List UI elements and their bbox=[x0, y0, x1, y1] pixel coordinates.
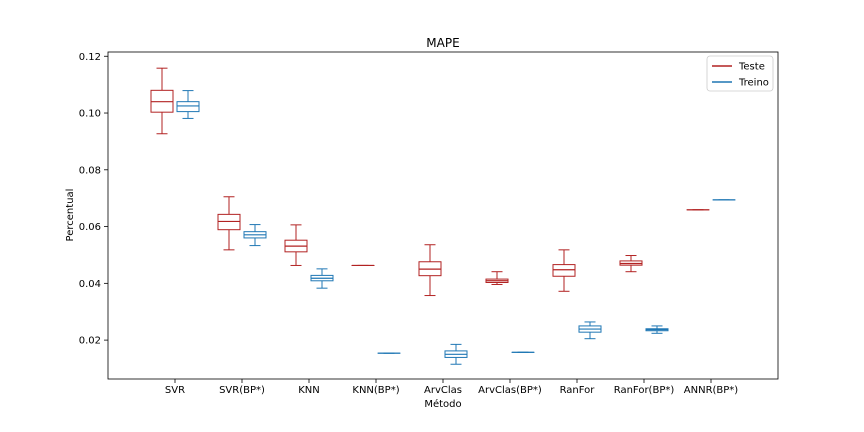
plot-frame bbox=[107, 51, 779, 380]
box-treino-6 bbox=[578, 321, 602, 340]
box-treino-2 bbox=[310, 268, 334, 289]
y-tick-label: 0.10 bbox=[79, 109, 101, 120]
legend-label: Teste bbox=[738, 62, 765, 73]
box-treino-7 bbox=[645, 325, 669, 334]
box-iqr bbox=[176, 101, 200, 113]
box-teste-7 bbox=[619, 255, 643, 273]
x-tick-label: SVR bbox=[165, 385, 185, 396]
x-tick-label: SVR(BP*) bbox=[219, 385, 265, 396]
box-teste-6 bbox=[552, 249, 576, 292]
x-tick-label: ArvClas(BP*) bbox=[478, 385, 542, 396]
box-teste-4 bbox=[418, 244, 442, 297]
x-axis-label: Método bbox=[424, 398, 461, 410]
legend: Teste Treino bbox=[706, 55, 774, 92]
chart-title: MAPE bbox=[426, 36, 459, 50]
x-tick-label: RanFor(BP*) bbox=[614, 385, 675, 396]
x-tick-label: KNN bbox=[298, 385, 320, 396]
y-tick-label: 0.02 bbox=[79, 336, 101, 347]
x-tick-label: KNN(BP*) bbox=[352, 385, 399, 396]
legend-label: Treino bbox=[738, 78, 769, 89]
box-treino-4 bbox=[444, 343, 468, 365]
box-teste-1 bbox=[217, 196, 241, 251]
x-tick-label: ANNR(BP*) bbox=[684, 385, 739, 396]
y-tick-label: 0.12 bbox=[79, 52, 101, 63]
box-treino-0 bbox=[176, 90, 200, 119]
box-teste-2 bbox=[284, 224, 308, 266]
y-tick-label: 0.04 bbox=[79, 279, 101, 290]
box-teste-5 bbox=[485, 271, 509, 285]
y-axis-label: Percentual bbox=[65, 189, 76, 242]
x-tick-label: ArvClas bbox=[424, 385, 462, 396]
box-teste-0 bbox=[150, 67, 174, 135]
x-tick-label: RanFor bbox=[560, 385, 596, 396]
y-tick-label: 0.06 bbox=[79, 222, 101, 233]
box-iqr bbox=[552, 264, 576, 277]
y-tick-label: 0.08 bbox=[79, 165, 101, 176]
box-treino-1 bbox=[243, 224, 267, 247]
